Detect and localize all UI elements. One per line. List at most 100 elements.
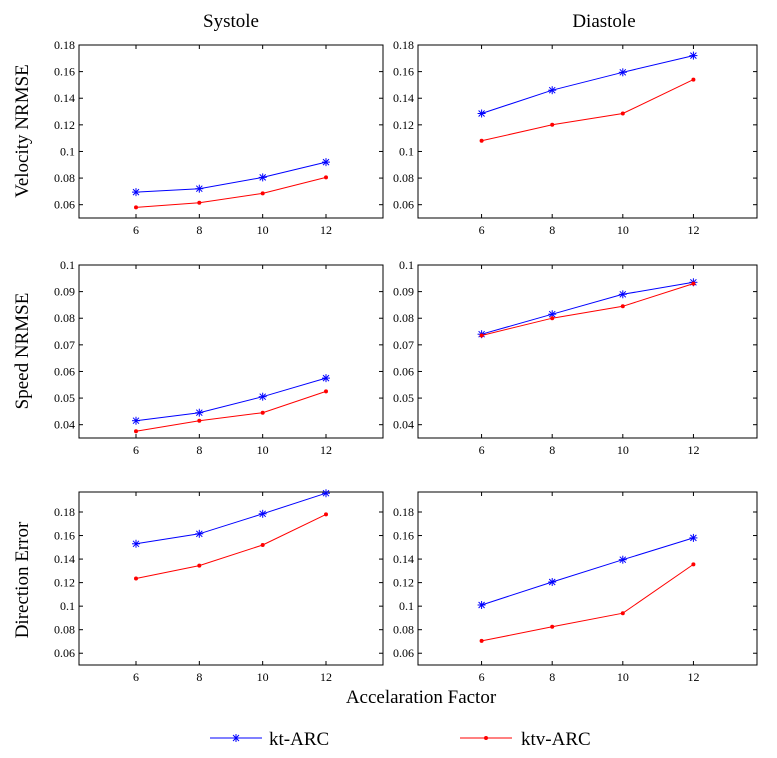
panel-direction-systole: 6 8 10 12 0.06 0.08 0.1 0.12 0.14 0.16 0.18 bbox=[54, 489, 384, 684]
x-tick-label: 10 bbox=[257, 670, 269, 684]
panel-direction-diastole: 6 8 10 12 0.06 0.08 0.1 0.12 0.14 0.16 0.18 bbox=[393, 491, 758, 684]
y-tick-label: 0.06 bbox=[393, 198, 414, 212]
x-tick-label: 12 bbox=[687, 223, 699, 237]
row-label-velocity-nrmse: Velocity NRMSE bbox=[12, 64, 33, 198]
y-tick-label: 0.14 bbox=[393, 552, 414, 566]
data-point-ktv-arc bbox=[134, 429, 138, 434]
x-tick-label: 10 bbox=[617, 223, 629, 237]
legend-item-ktv-arc: ktv-ARC bbox=[460, 729, 591, 750]
column-title-diastole: Diastole bbox=[572, 11, 635, 32]
legend-label-ktv-arc: ktv-ARC bbox=[521, 729, 591, 750]
y-tick-label: 0.06 bbox=[393, 646, 414, 660]
data-point-ktv-arc bbox=[324, 389, 328, 394]
data-point-ktv-arc bbox=[134, 205, 138, 210]
data-point-ktv-arc bbox=[324, 512, 328, 517]
y-tick-label: 0.1 bbox=[60, 144, 75, 158]
y-tick-label: 0.06 bbox=[54, 646, 75, 660]
x-tick-label: 12 bbox=[687, 443, 699, 457]
data-point-ktv-arc bbox=[197, 418, 202, 423]
data-point-kt-arc bbox=[258, 173, 267, 182]
x-tick-label: 10 bbox=[257, 443, 269, 457]
y-tick-label: 0.16 bbox=[54, 529, 75, 543]
legend: kt-ARC ktv-ARC bbox=[210, 729, 591, 750]
data-point-kt-arc bbox=[132, 416, 140, 425]
y-tick-label: 0.14 bbox=[393, 91, 414, 105]
y-tick-label: 0.16 bbox=[54, 65, 75, 79]
series-line-ktv-arc bbox=[481, 563, 694, 642]
data-point-ktv-arc bbox=[260, 191, 265, 196]
y-tick-label: 0.14 bbox=[54, 552, 75, 566]
y-tick-label: 0.08 bbox=[54, 171, 75, 185]
series-line-kt-arc bbox=[135, 492, 327, 545]
x-tick-label: 6 bbox=[479, 443, 485, 457]
x-tick-label: 6 bbox=[133, 443, 139, 457]
y-tick-label: 0.18 bbox=[54, 38, 75, 52]
data-point-kt-arc bbox=[195, 408, 204, 417]
data-point-ktv-arc bbox=[479, 138, 484, 143]
y-tick-label: 0.1 bbox=[60, 599, 75, 613]
data-point-ktv-arc bbox=[324, 175, 328, 180]
y-tick-label: 0.1 bbox=[60, 258, 75, 272]
y-tick-label: 0.12 bbox=[393, 576, 414, 590]
x-tick-label: 8 bbox=[549, 223, 555, 237]
y-tick-label: 0.06 bbox=[54, 364, 75, 378]
data-point-kt-arc bbox=[548, 86, 557, 95]
series-line-kt-arc bbox=[481, 537, 694, 606]
plot-frame bbox=[417, 264, 758, 439]
data-point-kt-arc bbox=[195, 529, 204, 538]
x-tick-label: 10 bbox=[617, 670, 629, 684]
y-tick-label: 0.1 bbox=[399, 599, 414, 613]
data-point-kt-arc bbox=[322, 489, 330, 498]
y-tick-label: 0.16 bbox=[393, 65, 414, 79]
x-tick-label: 8 bbox=[196, 223, 202, 237]
plot-frame bbox=[78, 264, 384, 439]
x-tick-label: 12 bbox=[320, 443, 332, 457]
panel-velocity-diastole: 6 8 10 12 0.06 0.08 0.1 0.12 0.14 0.16 0.18 bbox=[393, 38, 758, 237]
plot-frame bbox=[78, 44, 384, 219]
data-point-kt-arc bbox=[258, 509, 267, 518]
x-tick-label: 10 bbox=[257, 223, 269, 237]
data-point-ktv-arc bbox=[550, 122, 555, 127]
y-tick-label: 0.06 bbox=[54, 198, 75, 212]
y-tick-label: 0.12 bbox=[393, 118, 414, 132]
data-point-ktv-arc bbox=[691, 77, 696, 82]
y-tick-label: 0.08 bbox=[393, 311, 414, 325]
y-tick-label: 0.07 bbox=[393, 338, 414, 352]
y-tick-label: 0.08 bbox=[54, 311, 75, 325]
data-point-kt-arc bbox=[132, 539, 140, 548]
data-point-kt-arc bbox=[132, 188, 140, 197]
x-tick-label: 6 bbox=[479, 670, 485, 684]
panels: 6 8 10 120.060.080.10.120.140.160.186 8 10 120… bbox=[54, 38, 758, 684]
y-tick-label: 0.08 bbox=[393, 623, 414, 637]
series-line-kt-arc bbox=[135, 161, 327, 193]
data-point-ktv-arc bbox=[197, 563, 202, 568]
x-tick-label: 8 bbox=[549, 670, 555, 684]
data-point-ktv-arc bbox=[620, 111, 625, 116]
x-tick-label: 12 bbox=[687, 670, 699, 684]
x-tick-label: 12 bbox=[320, 670, 332, 684]
x-tick-label: 6 bbox=[133, 670, 139, 684]
data-point-ktv-arc bbox=[134, 576, 138, 581]
plot-frame bbox=[78, 491, 384, 666]
y-tick-label: 0.04 bbox=[393, 418, 414, 432]
data-point-ktv-arc bbox=[620, 611, 625, 616]
y-tick-label: 0.16 bbox=[393, 529, 414, 543]
legend-label-kt-arc: kt-ARC bbox=[269, 729, 329, 750]
data-point-kt-arc bbox=[258, 392, 267, 401]
series-line-kt-arc bbox=[481, 55, 694, 114]
data-point-kt-arc bbox=[477, 109, 486, 118]
data-point-kt-arc bbox=[477, 601, 486, 609]
x-tick-label: 8 bbox=[196, 443, 202, 457]
column-title-systole: Systole bbox=[203, 11, 259, 32]
plot-frame bbox=[417, 44, 758, 219]
x-tick-label: 10 bbox=[617, 443, 629, 457]
data-point-kt-arc bbox=[548, 578, 557, 586]
y-tick-label: 0.09 bbox=[54, 285, 75, 299]
x-tick-label: 6 bbox=[133, 223, 139, 237]
data-point-ktv-arc bbox=[260, 410, 265, 415]
x-tick-label: 12 bbox=[320, 223, 332, 237]
data-point-ktv-arc bbox=[479, 638, 484, 643]
y-tick-label: 0.1 bbox=[399, 144, 414, 158]
series-line-kt-arc bbox=[135, 377, 327, 422]
panel-speed-diastole: 6 8 10 12 0.04 0.05 0.06 0.07 0.08 0.09 0.1 bbox=[393, 258, 758, 457]
